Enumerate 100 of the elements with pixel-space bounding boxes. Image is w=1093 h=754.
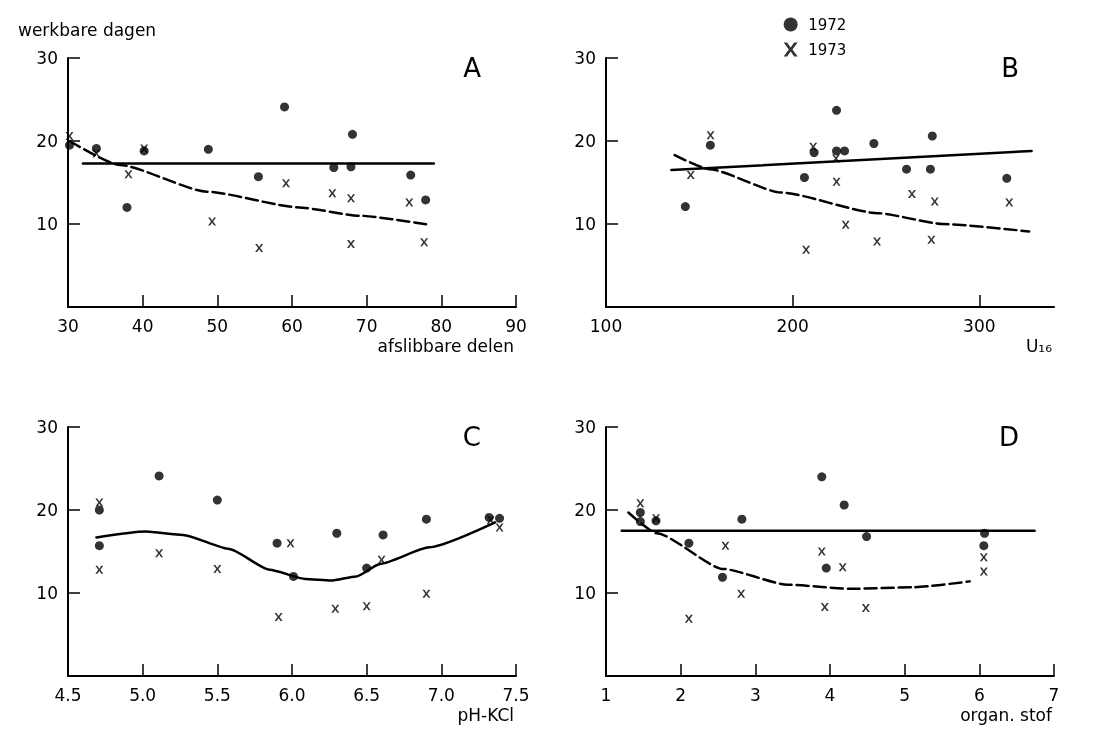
x-tick-label: 70 (355, 315, 378, 336)
point (802, 245, 811, 254)
point (979, 567, 988, 576)
y-axis-title: werkbare dagen (18, 19, 157, 40)
point (817, 547, 826, 556)
point (684, 614, 693, 623)
x-tick-label: 3 (749, 684, 761, 705)
point (799, 173, 809, 183)
point (1002, 173, 1012, 183)
point (817, 472, 827, 482)
point (635, 517, 645, 527)
point (286, 539, 295, 548)
point (717, 572, 727, 582)
y-tick-label: 30 (574, 417, 596, 437)
point (94, 505, 104, 515)
chart-title: A (463, 53, 482, 83)
point (406, 170, 416, 180)
point (346, 194, 355, 203)
point (212, 495, 222, 505)
y-tick-label: 30 (36, 417, 58, 437)
point (907, 190, 916, 199)
point (831, 154, 840, 163)
point (737, 589, 746, 598)
y-tick-label: 20 (36, 500, 58, 520)
x-tick-label: 7 (1048, 684, 1060, 705)
chart-title: D (998, 422, 1020, 452)
point (421, 514, 431, 524)
x-tick-label: 40 (131, 315, 154, 336)
x-tick-label: 5 (899, 684, 911, 705)
point (255, 244, 264, 253)
point (421, 195, 431, 205)
point (821, 563, 831, 573)
point (873, 237, 882, 246)
point (124, 170, 133, 179)
point (332, 528, 342, 538)
point (362, 563, 372, 573)
point (378, 530, 388, 540)
point (839, 500, 849, 510)
point (272, 538, 282, 548)
x-tick-label: 5.5 (203, 684, 231, 705)
point (979, 541, 989, 551)
point (94, 541, 104, 551)
legend-label: 1972 (808, 15, 847, 34)
point (282, 179, 291, 188)
point (280, 102, 290, 112)
point (838, 563, 847, 572)
point (684, 538, 694, 548)
point (927, 235, 936, 244)
y-tick-label: 10 (36, 583, 58, 603)
point (902, 164, 912, 174)
point (377, 555, 386, 564)
point (495, 513, 505, 523)
point (737, 514, 747, 524)
x-tick-label: 5.0 (129, 684, 157, 705)
point (213, 564, 222, 573)
x-tick-label: 100 (589, 315, 623, 336)
point (329, 163, 339, 173)
x-tick-label: 7.0 (427, 684, 455, 705)
point (65, 132, 74, 141)
x-tick-label: 7.5 (502, 684, 530, 705)
point (362, 602, 371, 611)
y-tick-label: 10 (36, 214, 58, 234)
point (346, 239, 355, 248)
point (274, 613, 283, 622)
y-tick-label: 20 (574, 131, 596, 151)
point (1005, 198, 1014, 207)
point (92, 149, 101, 158)
x-tick-label: 200 (776, 315, 809, 336)
point (686, 171, 695, 180)
point (331, 604, 340, 613)
point (636, 499, 645, 508)
point (820, 603, 829, 612)
y-tick-label: 10 (574, 583, 596, 603)
point (95, 565, 104, 574)
y-tick-label: 10 (574, 214, 596, 234)
point (346, 162, 356, 172)
x-tick-label: 6.0 (278, 684, 306, 705)
point (861, 603, 870, 612)
point (405, 198, 414, 207)
point (862, 532, 872, 542)
y-tick-label: 20 (36, 131, 58, 151)
y-tick-label: 20 (574, 500, 596, 520)
x-axis-title: pH-KCl (457, 704, 514, 725)
x-tick-label: 6.5 (353, 684, 381, 705)
point (203, 144, 213, 154)
point (635, 507, 645, 517)
x-tick-label: 4 (824, 684, 836, 705)
point (980, 528, 990, 538)
point (347, 129, 357, 139)
x-tick-label: 6 (973, 684, 985, 705)
point (328, 189, 337, 198)
point (289, 571, 298, 581)
point (208, 217, 217, 226)
legend-label: 1973 (808, 40, 847, 59)
point (927, 131, 937, 141)
line-series (673, 153, 1031, 233)
point (705, 140, 715, 150)
y-tick-label: 30 (574, 48, 596, 68)
x-tick-label: 1 (600, 684, 612, 705)
point (706, 131, 715, 140)
